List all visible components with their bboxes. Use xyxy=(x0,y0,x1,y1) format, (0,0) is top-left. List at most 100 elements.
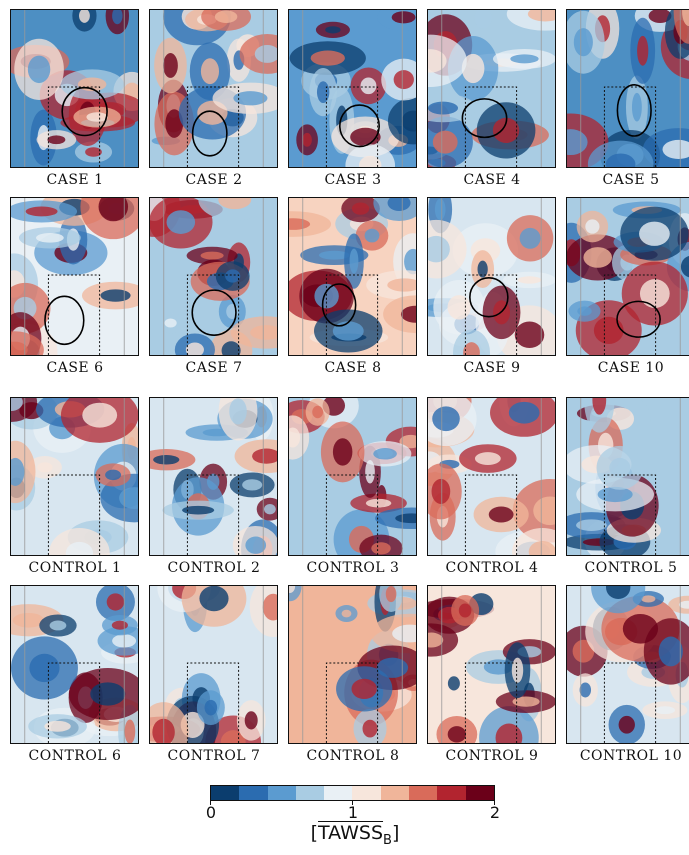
lesion-outline xyxy=(339,104,380,148)
contour-blob-core xyxy=(572,639,595,663)
contour-blob-core xyxy=(477,260,488,278)
contour-blob-core xyxy=(682,10,689,27)
contour-blob-core xyxy=(218,198,252,210)
contour-blob-core xyxy=(364,228,380,243)
contour-blob-core xyxy=(11,341,28,355)
contour-panel xyxy=(149,585,278,744)
contour-blob-core xyxy=(85,147,102,157)
contour-blob-core xyxy=(404,248,416,275)
contour-blob-core xyxy=(637,35,649,66)
contour-blob-core xyxy=(318,250,350,260)
contour-blob-core xyxy=(90,682,126,706)
colorbar-tick-label-0: 0 xyxy=(205,803,217,822)
region-box xyxy=(47,274,101,355)
contour-blob-core xyxy=(25,206,58,217)
contour-blob xyxy=(49,528,110,555)
contour-map xyxy=(428,10,555,167)
contour-blob-core xyxy=(349,248,359,274)
region-box xyxy=(325,274,379,355)
region-box xyxy=(47,474,101,555)
contour-blob-core xyxy=(528,540,555,555)
contour-blob-core xyxy=(29,653,60,683)
contour-blob-core xyxy=(220,730,246,743)
contour-panel xyxy=(427,197,556,356)
contour-blob-core xyxy=(200,251,224,260)
contour-map xyxy=(11,198,138,355)
contour-blob xyxy=(383,295,416,334)
region-box xyxy=(186,86,240,167)
contour-blob-core xyxy=(82,402,118,428)
contour-blob-core xyxy=(11,457,25,486)
contour-blob xyxy=(584,398,615,433)
contour-blob-core xyxy=(262,593,277,621)
contour-panel xyxy=(566,585,689,744)
contour-blob-core xyxy=(365,460,375,484)
contour-blob-core xyxy=(474,10,492,29)
contour-blob-core xyxy=(233,91,268,106)
contour-blob-core xyxy=(65,541,94,555)
contour-blob-core xyxy=(447,726,467,743)
region-box xyxy=(603,86,657,167)
contour-blob-core xyxy=(373,448,397,460)
contour-blob-core xyxy=(447,676,460,691)
colorbar-segment xyxy=(267,786,296,800)
colorbar-segment xyxy=(239,786,268,800)
contour-blob-core xyxy=(533,496,555,526)
contour-blob-core xyxy=(362,719,378,738)
contour-blob-core xyxy=(252,448,277,464)
contour-map xyxy=(428,398,555,555)
colorbar-title-sub: B xyxy=(383,832,392,848)
region-box xyxy=(325,474,379,555)
contour-map xyxy=(428,198,555,355)
contour-blob-core xyxy=(519,227,541,249)
contour-blob-core xyxy=(428,632,444,648)
panel-label: CONTROL 8 xyxy=(306,748,400,764)
contour-blob-core xyxy=(27,55,51,84)
contour-blob-core xyxy=(387,198,411,212)
contour-panel xyxy=(10,397,139,556)
colorbar-segment xyxy=(211,786,240,800)
region-box xyxy=(325,86,379,167)
contour-blob-core xyxy=(182,505,215,515)
contour-map xyxy=(428,586,555,743)
contour-blob-core xyxy=(153,454,180,465)
contour-blob-core xyxy=(165,109,184,138)
contour-blob-core xyxy=(359,155,382,167)
panel-label: CONTROL 3 xyxy=(306,560,400,576)
contour-blob-core xyxy=(432,406,460,432)
contour-blob-core xyxy=(609,457,631,478)
contour-blob-core xyxy=(341,609,352,618)
contour-blob-core xyxy=(512,696,540,707)
contour-panel xyxy=(427,585,556,744)
lesion-outline xyxy=(616,300,661,338)
lesion-outline xyxy=(461,98,508,139)
contour-blob-core xyxy=(495,723,523,743)
contour-blob-core xyxy=(474,452,501,465)
contour-blob-core xyxy=(593,316,624,345)
contour-blob xyxy=(345,144,396,167)
contour-blob-core xyxy=(393,70,414,90)
panel-label: CONTROL 10 xyxy=(579,748,683,764)
contour-map xyxy=(567,10,689,167)
contour-map xyxy=(150,398,277,555)
contour-blob-core xyxy=(605,153,636,167)
contour-blob-core xyxy=(289,586,296,594)
contour-blob-core xyxy=(648,10,672,24)
contour-map xyxy=(11,10,138,167)
contour-blob-core xyxy=(458,603,472,618)
contour-blob-core xyxy=(400,305,416,323)
contour-blob-core xyxy=(312,405,324,419)
panel-label: CONTROL 1 xyxy=(28,560,122,576)
contour-blob-core xyxy=(585,219,600,234)
colorbar-segment xyxy=(437,786,466,800)
colorbar-title-close: ] xyxy=(391,822,400,844)
panel-label: CONTROL 7 xyxy=(167,748,261,764)
colorbar-tick xyxy=(210,801,211,805)
panel-label: CASE 5 xyxy=(602,172,660,188)
contour-blob-core xyxy=(385,586,397,603)
contour-blob-core xyxy=(511,657,524,683)
contour-blob xyxy=(428,34,467,88)
colorbar xyxy=(210,785,495,801)
contour-blob-core xyxy=(579,682,592,698)
contour-blob-core xyxy=(351,202,370,215)
